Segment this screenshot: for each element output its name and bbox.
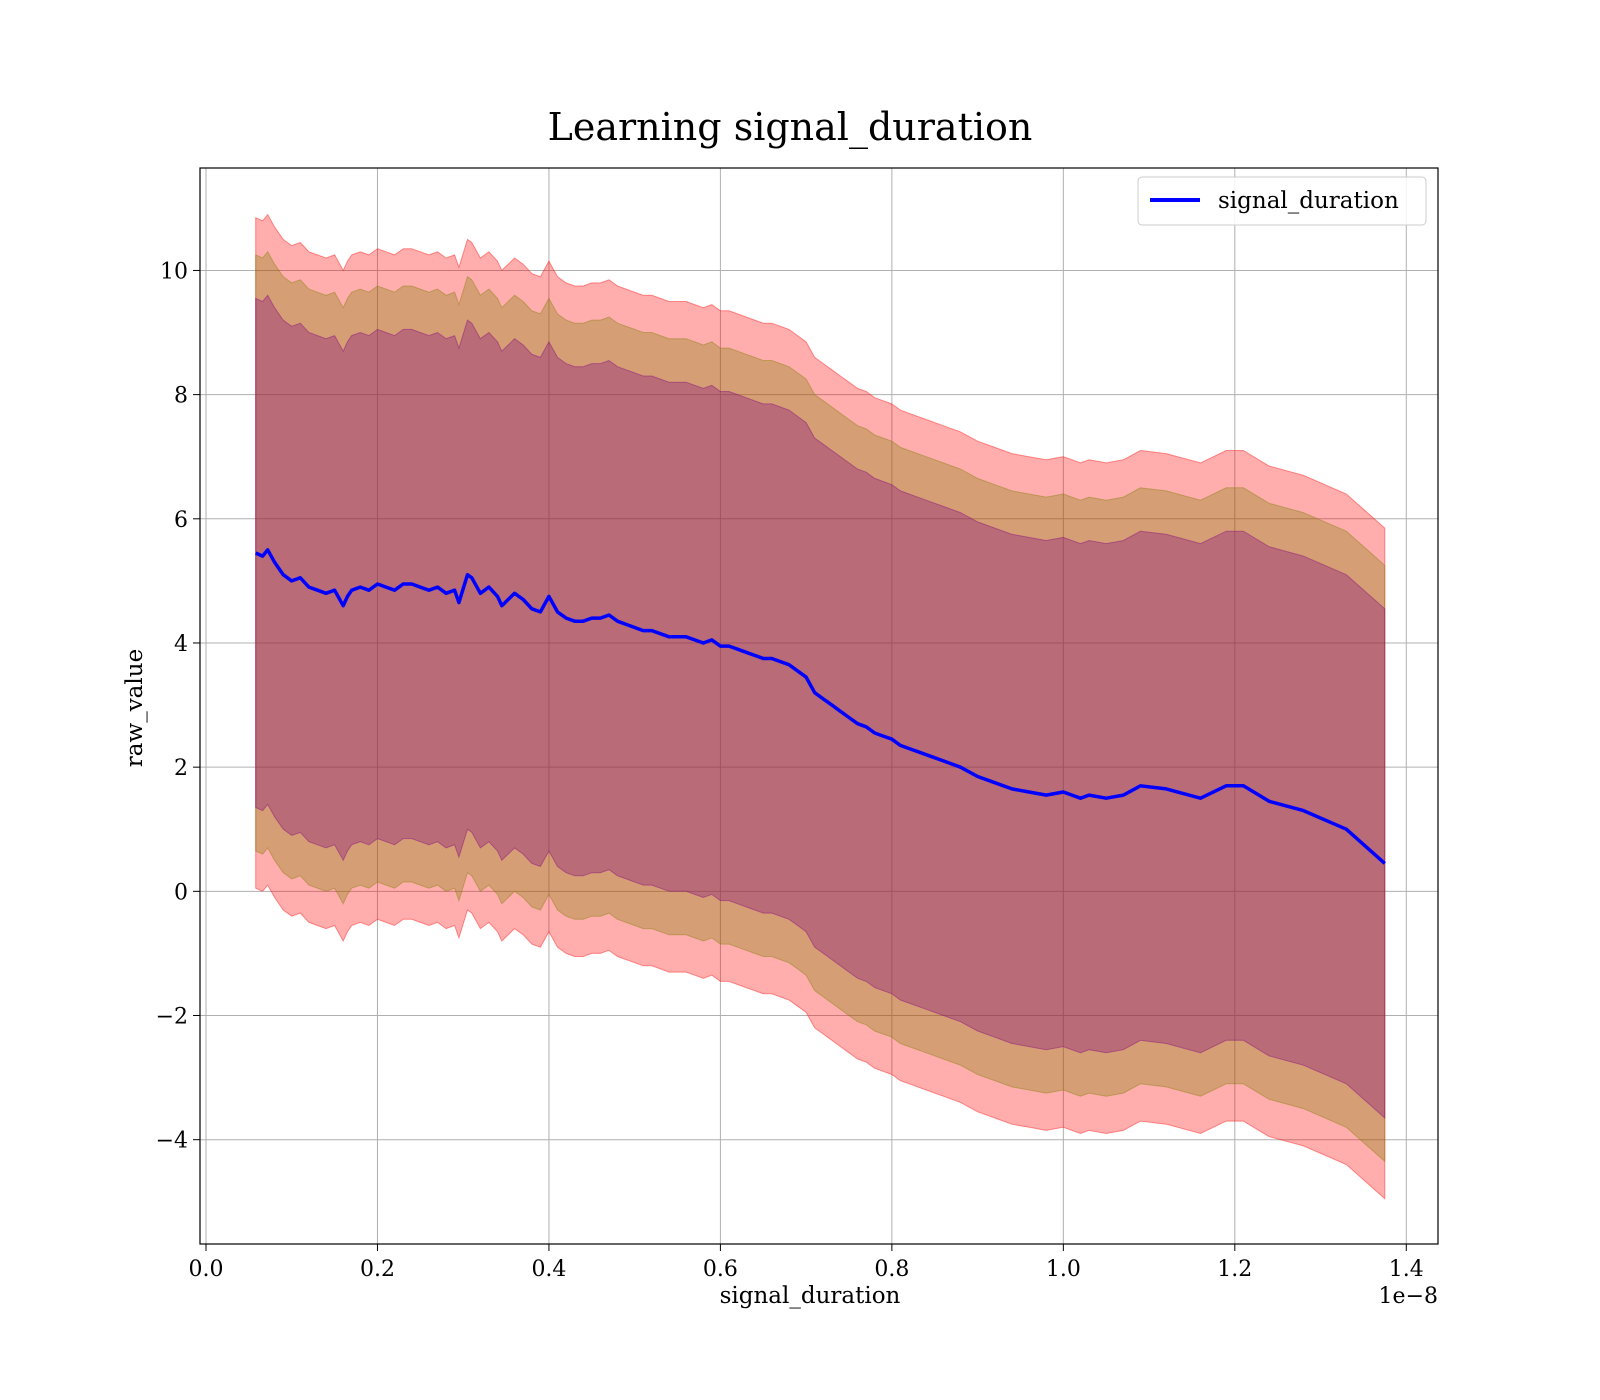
- band-inner: [255, 294, 1386, 1120]
- legend-entry-signal-duration: signal_duration: [1218, 188, 1399, 214]
- chart-title: Learning signal_duration: [548, 105, 1033, 150]
- x-tick-label: 0.6: [703, 1257, 738, 1282]
- y-tick-label: 6: [174, 508, 188, 533]
- legend-box: [1137, 176, 1427, 226]
- y-tick-label: −2: [156, 1005, 188, 1030]
- x-tick-label: 0.8: [874, 1257, 909, 1282]
- y-tick-label: 8: [174, 384, 188, 409]
- confidence-bands: [255, 213, 1386, 1200]
- y-tick-label: 0: [174, 880, 188, 905]
- x-tick-label: 0.0: [189, 1257, 224, 1282]
- y-tick-label: −4: [156, 1129, 188, 1154]
- y-tick-label: 4: [174, 632, 188, 657]
- y-tick-label: 2: [174, 756, 188, 781]
- x-axis-ticks: 0.0 0.2 0.4 0.6 0.8 1.0 1.2 1.4: [189, 1244, 1424, 1282]
- x-axis-offset-text: 1e−8: [1379, 1284, 1438, 1309]
- legend: signal_duration: [1137, 176, 1427, 226]
- series-line-signal-duration: [254, 548, 1386, 865]
- x-tick-label: 1.0: [1046, 1257, 1081, 1282]
- plot-frame: [199, 167, 1439, 1245]
- x-tick-label: 1.4: [1389, 1257, 1424, 1282]
- x-axis-label: signal_duration: [720, 1283, 901, 1309]
- band-outer: [255, 213, 1386, 1200]
- x-tick-label: 0.4: [531, 1257, 566, 1282]
- band-middle: [255, 250, 1386, 1163]
- x-tick-label: 1.2: [1217, 1257, 1252, 1282]
- grid: [200, 168, 1438, 1244]
- x-tick-label: 0.2: [360, 1257, 395, 1282]
- y-tick-label: 10: [160, 259, 188, 284]
- series-lines: [254, 548, 1386, 865]
- y-axis-ticks: −4 −2 0 2 4 6 8 10: [156, 259, 200, 1154]
- y-axis-label: raw_value: [122, 649, 148, 767]
